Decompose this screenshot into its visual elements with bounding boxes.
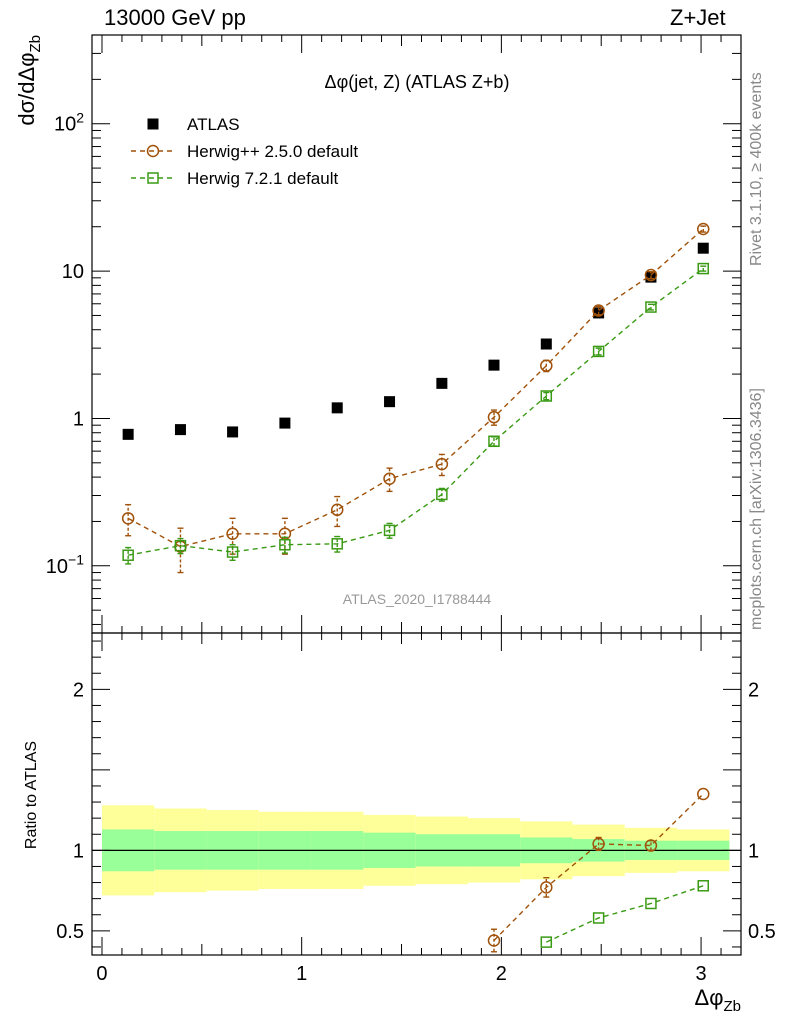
legend-label: ATLAS [187,115,240,134]
herwig7-point [279,538,291,551]
ratio-herwig7-point [540,936,553,948]
ratio-herwig7-point [697,880,710,892]
analysis-watermark: ATLAS_2020_I1788444 [343,591,492,607]
herwigpp-line [127,228,704,548]
ratio-y-tick-label: 2 [73,679,84,701]
herwig7-point [540,390,553,402]
ratio-y-tick-label-right: 0.5 [748,921,776,943]
legend-marker [147,118,159,130]
atlas-point [331,402,343,414]
y-tick-label: 10 [62,261,84,283]
herwigpp-point [226,527,239,541]
x-tick-label: 3 [695,963,706,985]
legend-marker [147,172,159,184]
atlas-point [227,426,239,438]
ratio-herwig7-point [645,897,657,910]
herwigpp-point [383,472,396,485]
herwig7-point [697,262,710,275]
header-energy: 13000 GeV pp [104,5,246,30]
herwig7-point [226,546,239,558]
herwigpp-point [697,222,710,236]
x-tick-label: 0 [96,963,107,985]
herwig7-line [128,268,704,556]
herwigpp-point [644,268,658,282]
atlas-point [697,242,709,254]
atlas-point [436,377,448,389]
y-tick-label: 10−1 [46,551,84,577]
atlas-point [540,338,552,350]
ratio-herwigpp-line [493,793,704,942]
ratio-y-tick-label: 1 [73,840,84,862]
atlas-point [174,424,186,436]
herwig7-point [122,549,134,561]
ratio-y-tick-label: 0.5 [56,921,84,943]
ratio-y-tick-label-right: 1 [748,840,759,862]
herwigpp-point [540,359,553,372]
herwigpp-point [121,512,135,525]
ratio-herwigpp-point [540,881,553,894]
ratio-herwigpp-point [697,787,710,801]
herwigpp-point [487,410,501,424]
herwig7-point [592,345,605,358]
herwigpp-point [592,304,605,317]
atlas-point [279,417,291,429]
ratio-y-tick-label-right: 2 [748,679,759,701]
x-tick-label: 1 [296,963,307,985]
herwig7-point [488,435,500,448]
plot-title: Δφ(jet, Z) (ATLAS Z+b) [325,72,510,92]
x-tick-label: 2 [496,963,507,985]
ratio-herwigpp-point [592,837,605,851]
ratio-herwig7-point [592,912,605,924]
herwig7-point [383,524,396,537]
herwig7-point [331,538,343,550]
atlas-point [122,428,134,440]
ratio-herwigpp-point [487,934,501,947]
ratio-y-axis-label: Ratio to ATLAS [23,741,40,849]
legend-label: Herwig 7.2.1 default [187,169,338,188]
ratio-herwig7-line [546,885,704,943]
header-process: Z+Jet [670,5,726,30]
herwig7-point [645,301,657,313]
legend-marker [146,144,160,158]
herwigpp-point [330,503,344,517]
atlas-point [488,359,500,371]
x-axis-label: ΔφZb [695,985,741,1015]
herwigpp-point [435,457,449,471]
herwig7-point [436,488,448,501]
herwig7-point [174,539,187,552]
atlas-point [384,396,396,408]
legend-label: Herwig++ 2.5.0 default [187,142,358,161]
ratio-herwigpp-point [644,839,658,852]
y-axis-label: dσ/dΔφZb [14,35,44,126]
y-tick-label: 1 [73,408,84,430]
ratio-plot-frame [91,632,742,956]
y-tick-label: 102 [54,109,84,135]
